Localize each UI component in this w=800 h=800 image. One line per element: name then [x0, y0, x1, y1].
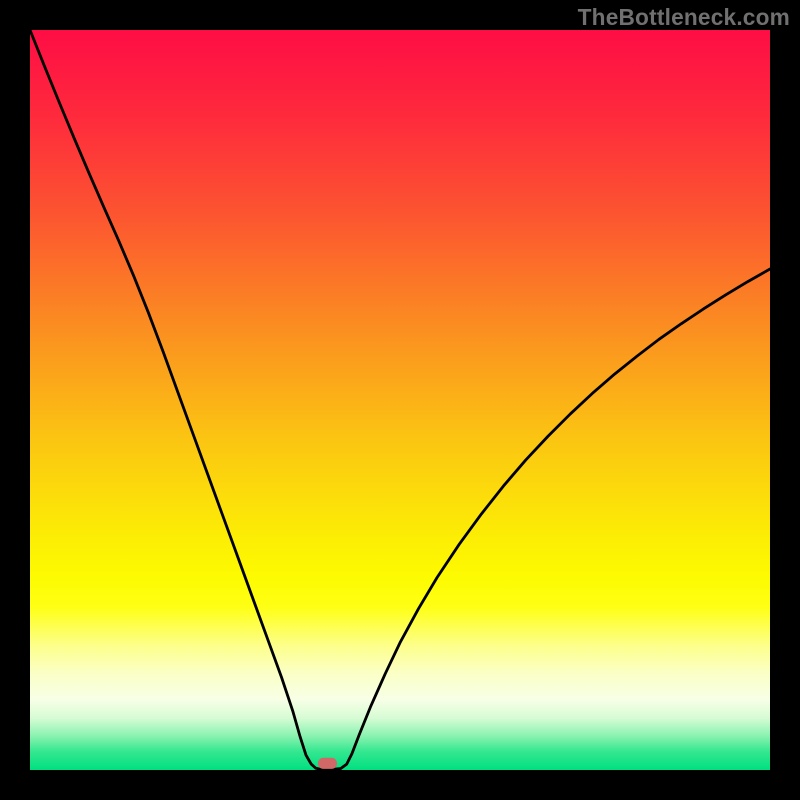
watermark-text: TheBottleneck.com: [578, 4, 790, 31]
plot-background: [30, 30, 770, 770]
optimal-marker: [318, 758, 337, 769]
bottleneck-chart: [0, 0, 800, 800]
